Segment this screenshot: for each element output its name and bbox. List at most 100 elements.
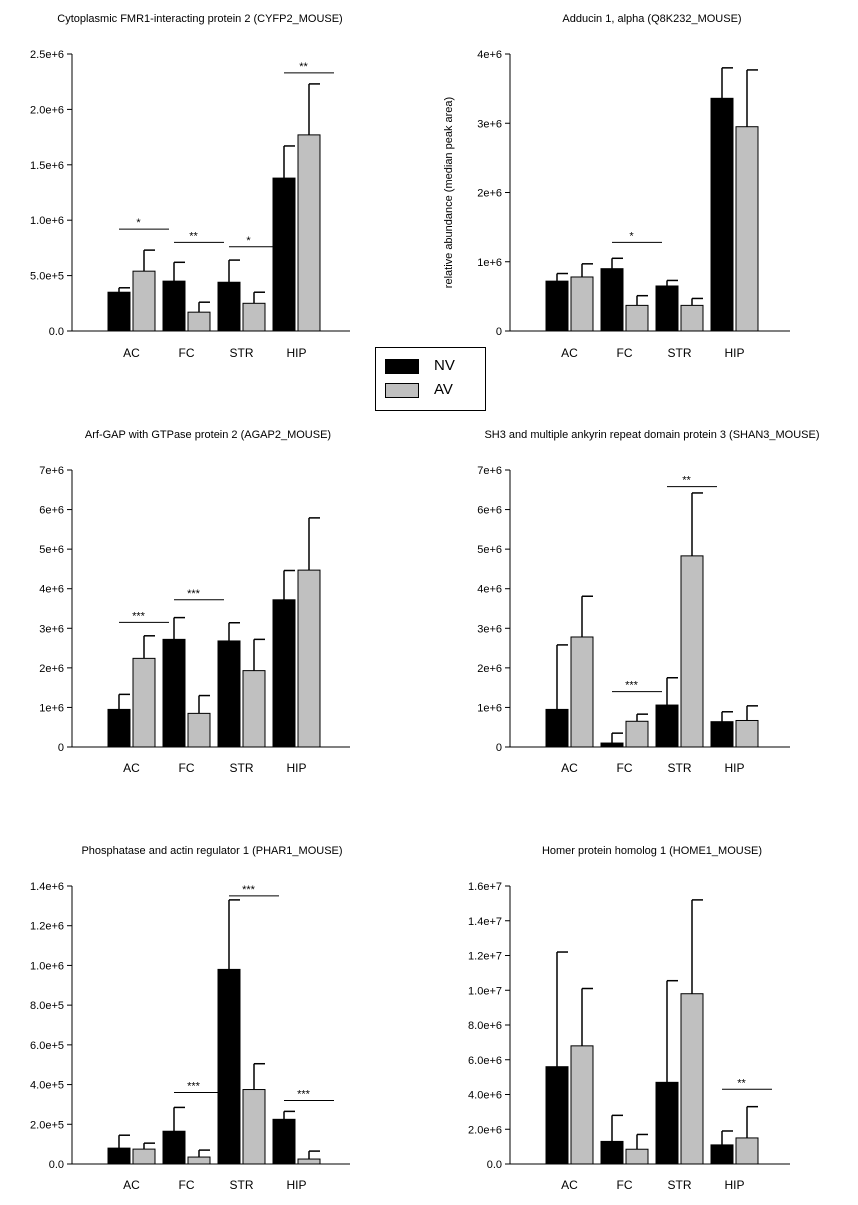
x-category-label: HIP [286, 761, 306, 775]
y-tick-label: 5e+6 [477, 544, 502, 556]
bar-av-hip [735, 1137, 759, 1165]
bar-nv-str [217, 968, 241, 1165]
y-tick-label: 7e+6 [39, 465, 64, 477]
chart-title: SH3 and multiple ankyrin repeat domain p… [484, 429, 819, 441]
x-category-label: FC [179, 346, 195, 360]
chart-panel-4: SH3 and multiple ankyrin repeat domain p… [477, 429, 819, 775]
bar-nv-ac [545, 1066, 569, 1165]
x-category-label: AC [123, 1178, 140, 1192]
y-tick-label: 7e+6 [477, 465, 502, 477]
bar-av-str [242, 670, 266, 748]
bar-av-fc [187, 712, 211, 748]
significance-marker-hip: *** [297, 1088, 311, 1100]
y-tick-label: 1.6e+7 [468, 881, 502, 893]
y-tick-label: 4e+6 [39, 584, 64, 596]
bar-av-hip [735, 719, 759, 748]
significance-marker-str: *** [242, 884, 256, 896]
significance-marker-ac: * [136, 217, 141, 229]
y-tick-label: 2.0e+5 [30, 1119, 64, 1131]
bar-av-hip [297, 134, 321, 332]
chart-panel-5: Phosphatase and actin regulator 1 (PHAR1… [30, 845, 350, 1192]
y-tick-label: 2.0e+6 [30, 104, 64, 116]
significance-marker-fc: *** [187, 588, 201, 600]
bar-av-fc [187, 311, 211, 332]
bar-av-ac [132, 657, 156, 748]
y-tick-label: 3e+6 [39, 623, 64, 635]
bar-av-fc [625, 720, 649, 748]
y-tick-label: 1e+6 [39, 702, 64, 714]
y-tick-label: 0 [496, 742, 502, 754]
bar-nv-hip [710, 721, 734, 748]
bar-av-str [242, 302, 266, 332]
bar-av-str [680, 993, 704, 1165]
y-tick-label: 1.4e+6 [30, 881, 64, 893]
y-tick-label: 4e+6 [477, 584, 502, 596]
bar-nv-str [655, 704, 679, 748]
y-tick-label: 1.2e+7 [468, 951, 502, 963]
bar-av-fc [625, 1148, 649, 1165]
y-tick-label: 8.0e+5 [30, 1000, 64, 1012]
y-tick-label: 1.4e+7 [468, 916, 502, 928]
bar-nv-fc [600, 1140, 624, 1165]
significance-marker-hip: ** [299, 61, 308, 73]
x-category-label: HIP [724, 761, 744, 775]
bar-nv-str [217, 640, 241, 748]
bar-nv-hip [272, 177, 296, 332]
y-tick-label: 2.5e+6 [30, 49, 64, 61]
bar-av-ac [570, 636, 594, 748]
chart-panel-6: Homer protein homolog 1 (HOME1_MOUSE) 0.0… [468, 845, 790, 1192]
bar-nv-hip [272, 599, 296, 748]
x-category-label: STR [668, 1178, 692, 1192]
significance-marker-hip: ** [737, 1077, 746, 1089]
bar-nv-ac [107, 291, 131, 332]
y-tick-label: 3e+6 [477, 118, 502, 130]
y-tick-label: 1.0e+7 [468, 985, 502, 997]
x-category-label: AC [123, 346, 140, 360]
bar-nv-str [655, 1081, 679, 1165]
y-tick-label: 3e+6 [477, 623, 502, 635]
y-tick-label: 0 [58, 742, 64, 754]
legend-swatch-nv [385, 359, 419, 374]
y-tick-label: 6e+6 [477, 505, 502, 517]
x-category-label: FC [617, 346, 633, 360]
chart-title: Homer protein homolog 1 (HOME1_MOUSE) [542, 845, 762, 857]
y-tick-label: 4e+6 [477, 49, 502, 61]
x-category-label: HIP [724, 346, 744, 360]
y-tick-label: 2e+6 [477, 663, 502, 675]
bar-av-str [242, 1089, 266, 1165]
legend-swatch-av [385, 383, 419, 398]
bar-nv-fc [600, 268, 624, 332]
x-category-label: STR [668, 761, 692, 775]
significance-marker-fc: ** [189, 230, 198, 242]
y-tick-label: 1e+6 [477, 257, 502, 269]
legend-label-nv: NV [434, 357, 455, 374]
significance-marker-fc: *** [187, 1081, 201, 1093]
significance-marker-ac: *** [132, 610, 146, 622]
bar-nv-ac [107, 1147, 131, 1165]
x-category-label: AC [561, 761, 578, 775]
bar-nv-hip [272, 1118, 296, 1165]
bar-nv-fc [600, 742, 624, 748]
bar-av-ac [132, 270, 156, 332]
bar-nv-str [655, 285, 679, 332]
y-tick-label: 2e+6 [477, 188, 502, 200]
y-tick-label: 0.0 [49, 1159, 64, 1171]
chart-panel-1: Cytoplasmic FMR1-interacting protein 2 (… [30, 13, 350, 360]
bar-av-ac [570, 276, 594, 332]
chart-panel-3: Arf-GAP with GTPase protein 2 (AGAP2_MOU… [39, 429, 350, 775]
x-category-label: AC [561, 1178, 578, 1192]
chart-title: Cytoplasmic FMR1-interacting protein 2 (… [57, 13, 342, 25]
y-axis-label: relative abundance (median peak area) [443, 97, 455, 288]
y-tick-label: 0.0 [49, 326, 64, 338]
significance-marker-fc: * [629, 230, 634, 242]
y-tick-label: 1.0e+6 [30, 960, 64, 972]
bar-av-hip [735, 126, 759, 332]
bar-av-fc [187, 1156, 211, 1165]
y-tick-label: 2e+6 [39, 663, 64, 675]
legend-box: NV AV [375, 347, 486, 411]
bar-nv-ac [545, 708, 569, 748]
bar-nv-fc [162, 638, 186, 748]
y-tick-label: 0 [496, 326, 502, 338]
